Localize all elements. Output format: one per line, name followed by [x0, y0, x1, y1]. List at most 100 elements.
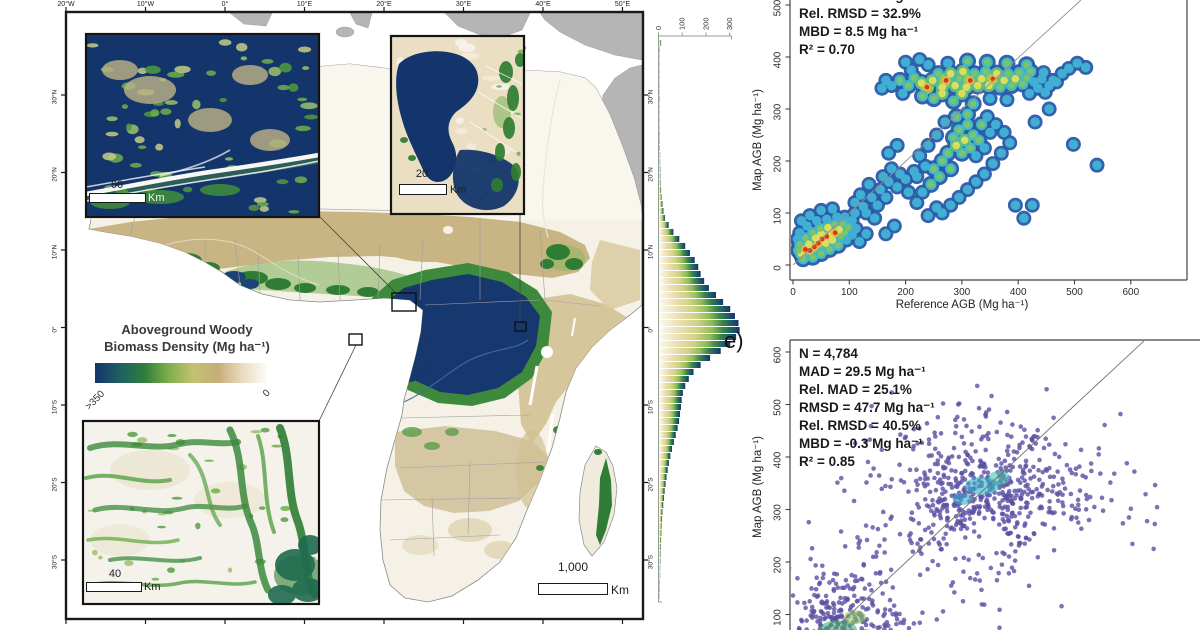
- scatter-dot: [932, 475, 937, 481]
- scatter-dot: [974, 571, 980, 576]
- scatter-dot: [804, 627, 810, 630]
- panel-e-stat-line: R² = 0.85: [799, 454, 855, 469]
- scatter-dot: [1075, 497, 1081, 503]
- density-blob-mid: [897, 88, 908, 99]
- scatter-dot: [932, 434, 938, 439]
- scatter-dot: [977, 578, 983, 583]
- texture-blob: [174, 65, 191, 74]
- scatter-dot: [955, 402, 961, 407]
- pe-y-tick-label: 400: [773, 451, 784, 468]
- scatter-dot: [980, 555, 986, 561]
- scatter-dot: [931, 536, 937, 542]
- scatter-dot: [917, 572, 923, 578]
- density-blob-core: [927, 181, 935, 188]
- scatter-dot: [868, 423, 874, 429]
- scatter-dot: [831, 606, 837, 612]
- density-blob-core: [802, 234, 809, 242]
- scatter-dot: [913, 478, 919, 484]
- hist-bar: [659, 236, 680, 242]
- scatter-dot: [1083, 492, 1089, 498]
- density-blob-mid: [954, 192, 964, 203]
- scatter-dot: [996, 522, 1002, 527]
- hist-bar: [659, 75, 660, 81]
- scatter-dot: [949, 485, 955, 490]
- scatter-dot: [956, 454, 962, 460]
- scatter-dot: [791, 593, 796, 598]
- hist-bar: [659, 439, 674, 445]
- scatter-dot: [870, 525, 875, 530]
- scatter-dot: [1020, 467, 1026, 473]
- scatter-dot: [882, 607, 888, 612]
- density-blob-core: [928, 76, 937, 85]
- scatter-dot: [1092, 504, 1097, 510]
- density-blob-mid: [920, 161, 931, 171]
- density-blob-core: [841, 229, 848, 236]
- scatter-dot: [1069, 514, 1075, 520]
- density-blob-mid: [912, 171, 922, 182]
- scatter-dot: [1051, 526, 1057, 531]
- hist-bar: [659, 278, 705, 284]
- scatter-dot: [926, 504, 932, 509]
- pe-y-tick-label: 300: [773, 504, 784, 521]
- density-blob-core: [919, 92, 926, 100]
- texture-blob: [218, 39, 232, 46]
- hist-bar: [659, 173, 661, 179]
- scatter-dot: [1001, 519, 1007, 525]
- hist-bar: [659, 117, 660, 123]
- density-blob-mid: [886, 164, 897, 174]
- scatter-dot: [1055, 469, 1060, 474]
- scatter-dot: [906, 625, 912, 630]
- scatter-dot: [1041, 445, 1047, 451]
- density-blob-core: [964, 121, 971, 128]
- scatter-dot: [897, 611, 902, 617]
- scatter-dot: [1012, 496, 1018, 501]
- scatter-dot: [815, 619, 820, 624]
- hist-bar: [659, 453, 671, 459]
- density-blob-hot: [802, 247, 808, 252]
- scatter-dot: [981, 469, 987, 475]
- scatter-dot: [928, 508, 934, 514]
- density-blob-mid: [867, 192, 877, 203]
- hist-bar: [659, 313, 735, 319]
- scatter-dot: [918, 537, 924, 542]
- density-blob-mid: [811, 216, 822, 226]
- scatter-dot: [971, 529, 977, 534]
- hist-bar: [659, 194, 662, 200]
- scatter-dot: [979, 587, 984, 593]
- scatter-dot: [1111, 471, 1117, 476]
- hist-bar: [659, 306, 731, 312]
- scatter-dot: [996, 570, 1001, 576]
- density-blob-core: [826, 246, 833, 253]
- hist-axis-label: 100: [678, 17, 687, 30]
- scatter-dot: [935, 458, 941, 463]
- scatter-dot: [1079, 526, 1084, 532]
- scatter-dot: [1031, 474, 1037, 479]
- scatter-dot: [1005, 452, 1011, 458]
- density-blob-hot: [832, 230, 838, 236]
- scatter-dot: [961, 441, 967, 446]
- density-blob-core: [944, 150, 952, 157]
- texture-blob: [271, 444, 282, 448]
- scatter-dot: [863, 607, 869, 612]
- density-blob-mid: [861, 229, 871, 239]
- map-lat-label-left: 20°S: [51, 477, 59, 492]
- texture-blob: [455, 117, 464, 124]
- hist-axis-label: 300: [725, 17, 734, 30]
- scatter-dot: [1014, 520, 1020, 525]
- scatter-dot: [986, 407, 992, 412]
- hist-bar: [659, 334, 737, 340]
- density-blob-mid: [923, 60, 933, 70]
- scatter-dot: [937, 496, 942, 501]
- scatter-dot: [922, 476, 928, 482]
- scatter-dot: [879, 447, 885, 453]
- scatter-dot: [935, 470, 941, 476]
- scatter-dot: [883, 623, 888, 629]
- scatter-dot: [946, 460, 952, 466]
- scatter-dot: [809, 546, 815, 551]
- hist-bar: [659, 292, 717, 298]
- hist-bar: [659, 565, 661, 571]
- scatter-dot: [997, 625, 1002, 630]
- scatter-dot: [882, 550, 887, 555]
- scatter-dot: [1043, 436, 1049, 441]
